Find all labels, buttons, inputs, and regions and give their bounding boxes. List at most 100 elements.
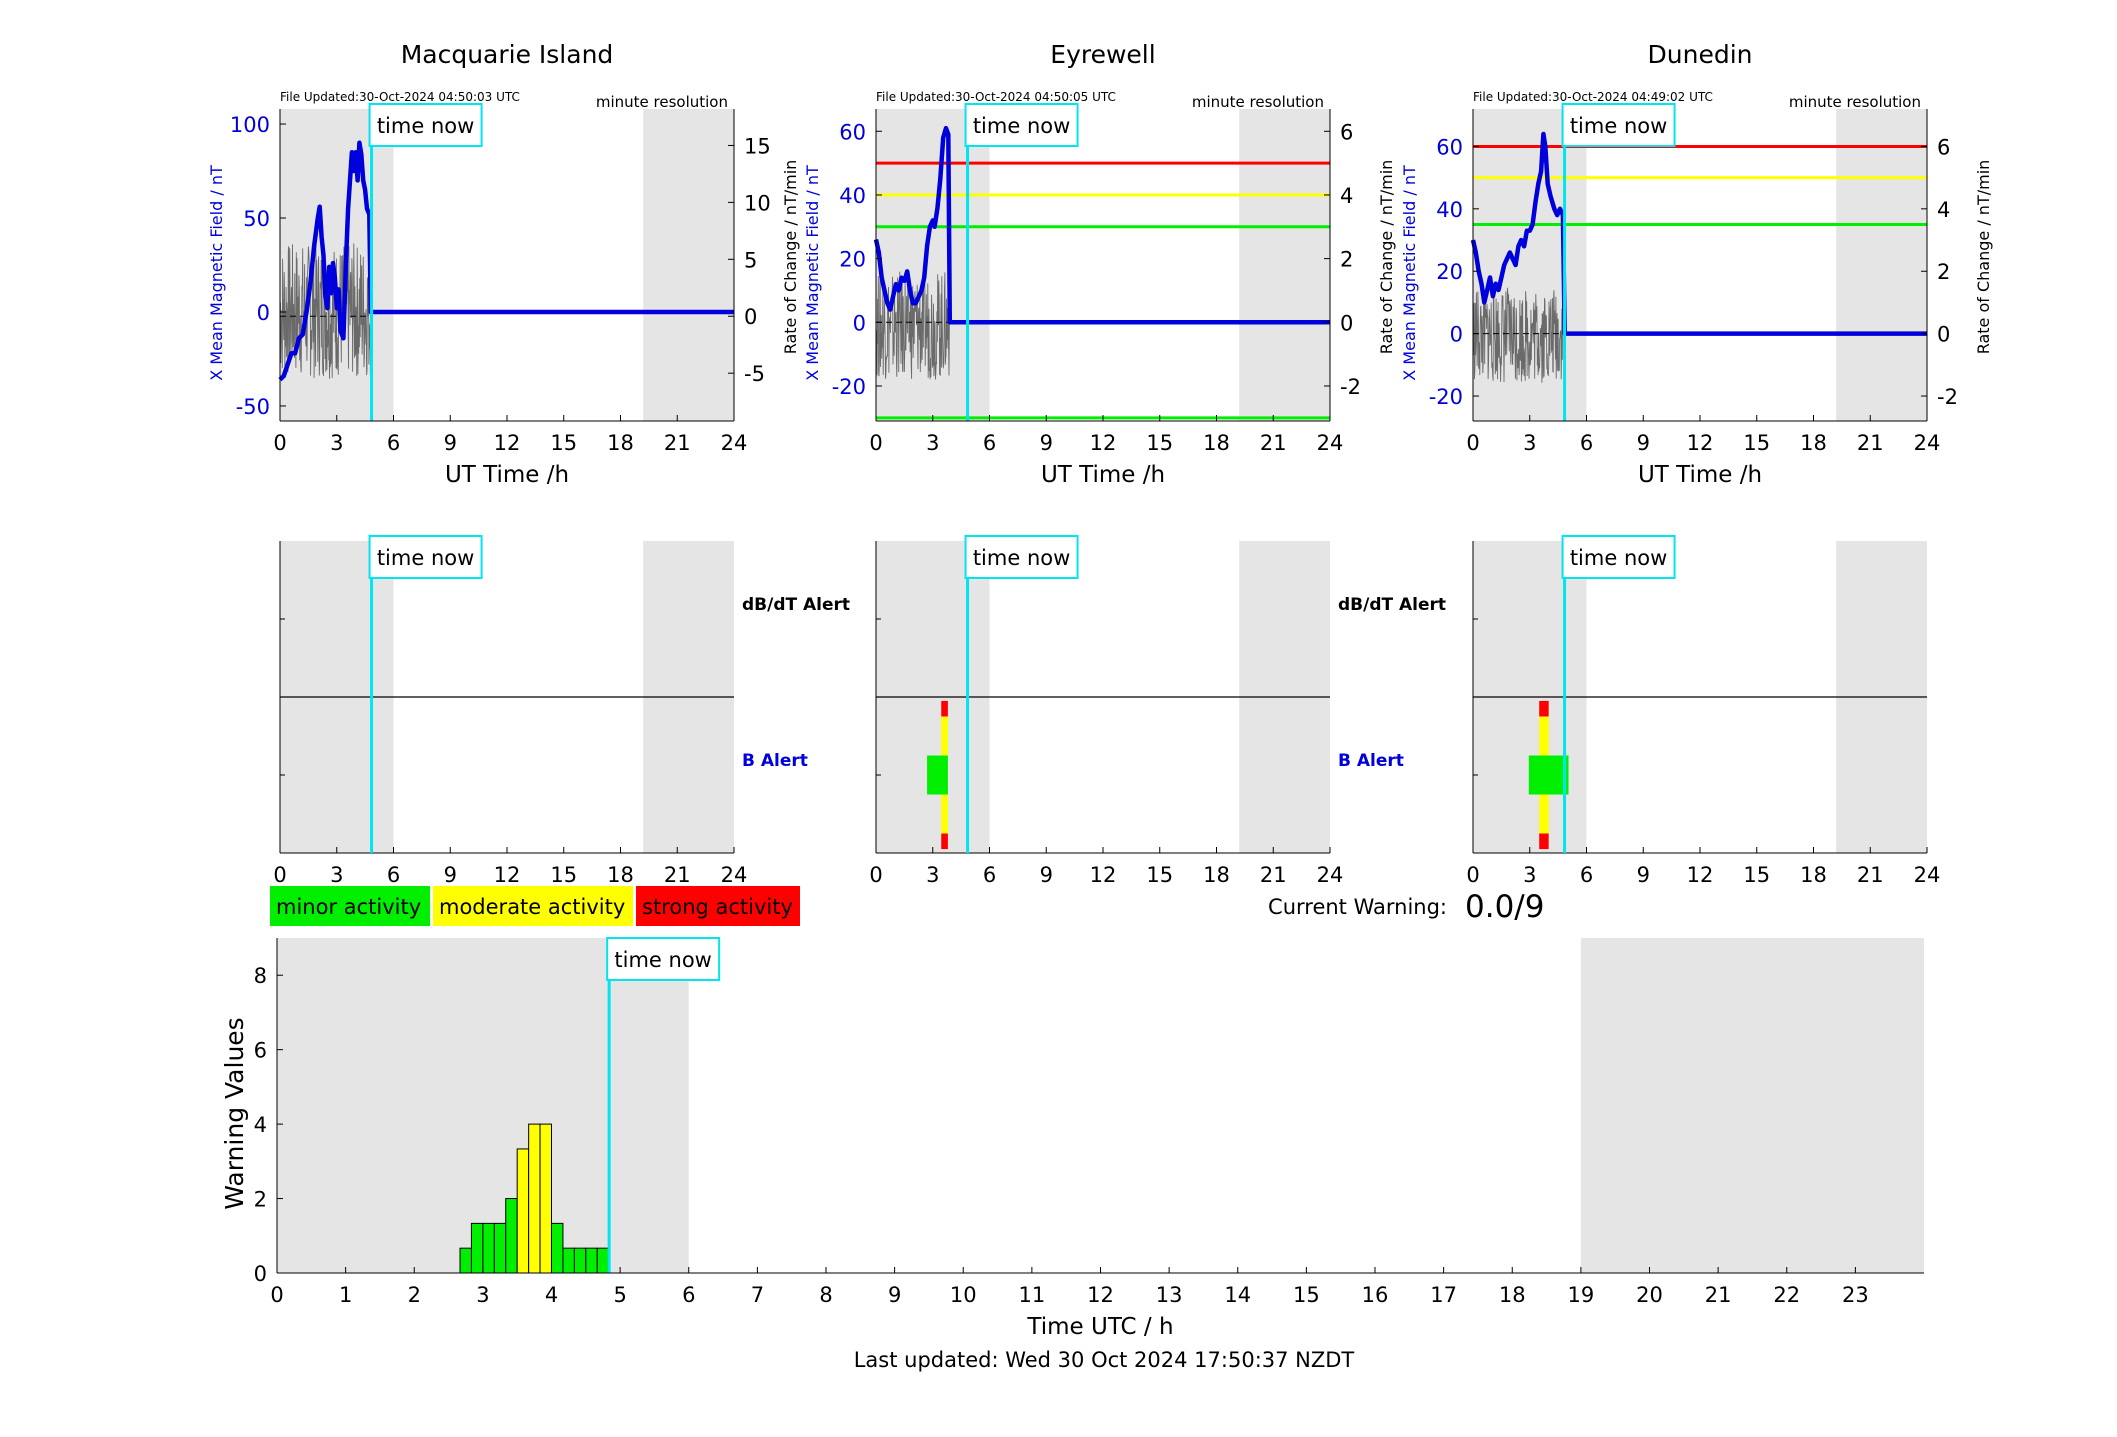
y-tick-label: 8 xyxy=(254,964,267,988)
activity-legend: minor activity moderate activity strong ac… xyxy=(270,886,800,926)
y-tick-label: 4 xyxy=(254,1113,267,1137)
x-tick-label: 12 xyxy=(1090,431,1117,455)
x-tick-label: 6 xyxy=(387,863,400,887)
resolution-label: minute resolution xyxy=(596,93,728,111)
x-tick-label: 0 xyxy=(270,1283,283,1307)
magnetic-field-series xyxy=(278,140,734,382)
time-now-label: time now xyxy=(973,114,1070,138)
x-tick-label: 3 xyxy=(926,863,939,887)
x-tick-label: 0 xyxy=(273,431,286,455)
x-tick-label: 21 xyxy=(664,863,691,887)
y-tick-label-right: 6 xyxy=(1937,135,1950,159)
y-tick-label-left: 60 xyxy=(839,120,866,144)
time-now-marker: time now xyxy=(964,535,1079,579)
x-axis-label: UT Time /h xyxy=(445,462,569,488)
x-tick-label: 12 xyxy=(1090,863,1117,887)
x-tick-label: 9 xyxy=(888,1283,901,1307)
warning-bar xyxy=(482,1222,495,1274)
x-tick-label: 18 xyxy=(1800,431,1827,455)
file-updated-label: File Updated:30-Oct-2024 04:50:05 UTC xyxy=(876,90,1116,104)
y-tick-label-right: -2 xyxy=(1340,375,1361,399)
x-tick-label: 14 xyxy=(1224,1283,1251,1307)
time-now-label: time now xyxy=(1570,114,1667,138)
y-tick-label-right: 0 xyxy=(1340,311,1353,335)
x-tick-label: 24 xyxy=(721,863,748,887)
x-tick-label: 0 xyxy=(869,863,882,887)
y-tick-label-left: 20 xyxy=(839,248,866,272)
night-band xyxy=(876,109,990,421)
y-tick-label: 2 xyxy=(254,1188,267,1212)
y-axis-label-left: X Mean Magnetic Field / nT xyxy=(1400,165,1419,381)
x-tick-label: 12 xyxy=(1687,863,1714,887)
x-tick-label: 6 xyxy=(387,431,400,455)
y-tick-label: 6 xyxy=(254,1039,267,1063)
x-tick-label: 3 xyxy=(1523,431,1536,455)
x-tick-label: 3 xyxy=(476,1283,489,1307)
y-tick-label-right: 5 xyxy=(744,248,757,272)
x-tick-label: 0 xyxy=(869,431,882,455)
b-alert-bar xyxy=(941,716,948,756)
b-alert-bar xyxy=(941,700,948,717)
time-now-label: time now xyxy=(614,948,711,972)
x-tick-label: 18 xyxy=(1800,863,1827,887)
x-tick-label: 13 xyxy=(1156,1283,1183,1307)
y-tick-label-right: 2 xyxy=(1937,260,1950,284)
warning-bar xyxy=(551,1222,564,1274)
y-axis-label-left: X Mean Magnetic Field / nT xyxy=(803,165,822,381)
time-now-marker: time now xyxy=(368,103,483,147)
x-tick-label: 8 xyxy=(819,1283,832,1307)
night-band xyxy=(643,109,734,421)
warning-bar xyxy=(459,1247,472,1274)
x-axis-label: UT Time /h xyxy=(1041,462,1165,488)
x-tick-label: 9 xyxy=(1040,863,1053,887)
station-title: Eyrewell xyxy=(1050,40,1155,69)
station-title: Dunedin xyxy=(1648,40,1753,69)
b-alert-bar xyxy=(1539,716,1549,756)
y-axis-label-right: Rate of Change / nT/min xyxy=(1974,160,1993,355)
x-tick-label: 20 xyxy=(1636,1283,1663,1307)
alert-panel-1: time now 0 3 6 9 12 15 18 21 24 dB/dT Alert B Alert xyxy=(869,535,1446,887)
x-tick-label: 21 xyxy=(1705,1283,1732,1307)
legend-swatch xyxy=(270,886,430,926)
x-tick-label: 9 xyxy=(1637,431,1650,455)
b-alert-bar xyxy=(1539,700,1549,717)
rate-of-change-series xyxy=(279,243,372,379)
b-alert-bar xyxy=(941,833,948,850)
b-alert-label: B Alert xyxy=(1338,751,1404,771)
time-now-marker: time now xyxy=(606,937,721,981)
night-band xyxy=(277,938,689,1273)
x-tick-label: 9 xyxy=(444,863,457,887)
resolution-label: minute resolution xyxy=(1789,93,1921,111)
y-tick-label-right: 6 xyxy=(1340,120,1353,144)
x-tick-label: 21 xyxy=(1260,431,1287,455)
x-tick-label: 12 xyxy=(1087,1283,1114,1307)
y-tick-label-left: 100 xyxy=(230,113,270,137)
y-tick-label-left: -50 xyxy=(236,395,270,419)
x-tick-label: 21 xyxy=(1260,863,1287,887)
x-tick-label: 19 xyxy=(1568,1283,1595,1307)
x-tick-label: 21 xyxy=(1857,863,1884,887)
b-alert-bar xyxy=(927,755,948,795)
x-tick-label: 6 xyxy=(983,863,996,887)
y-axis-label-left: X Mean Magnetic Field / nT xyxy=(207,165,226,381)
x-tick-label: 17 xyxy=(1430,1283,1457,1307)
legend-label: moderate activity xyxy=(439,895,625,919)
resolution-label: minute resolution xyxy=(1192,93,1324,111)
y-tick-label: 0 xyxy=(254,1262,267,1286)
time-now-box xyxy=(1561,535,1676,579)
x-tick-label: 12 xyxy=(1687,431,1714,455)
x-tick-label: 6 xyxy=(1580,431,1593,455)
warning-bar xyxy=(573,1247,587,1274)
current-warning-label: Current Warning: xyxy=(1268,895,1447,919)
x-tick-label: 11 xyxy=(1019,1283,1046,1307)
time-now-marker: time now xyxy=(964,103,1079,147)
x-tick-label: 7 xyxy=(751,1283,764,1307)
b-alert-label: B Alert xyxy=(742,751,808,771)
y-tick-label-left: 40 xyxy=(839,184,866,208)
station-title: Macquarie Island xyxy=(401,40,614,69)
x-tick-label: 6 xyxy=(682,1283,695,1307)
y-axis-label: Warning Values xyxy=(220,1017,249,1209)
magnetic-field-series xyxy=(1470,131,1927,336)
y-tick-label-right: 4 xyxy=(1340,184,1353,208)
